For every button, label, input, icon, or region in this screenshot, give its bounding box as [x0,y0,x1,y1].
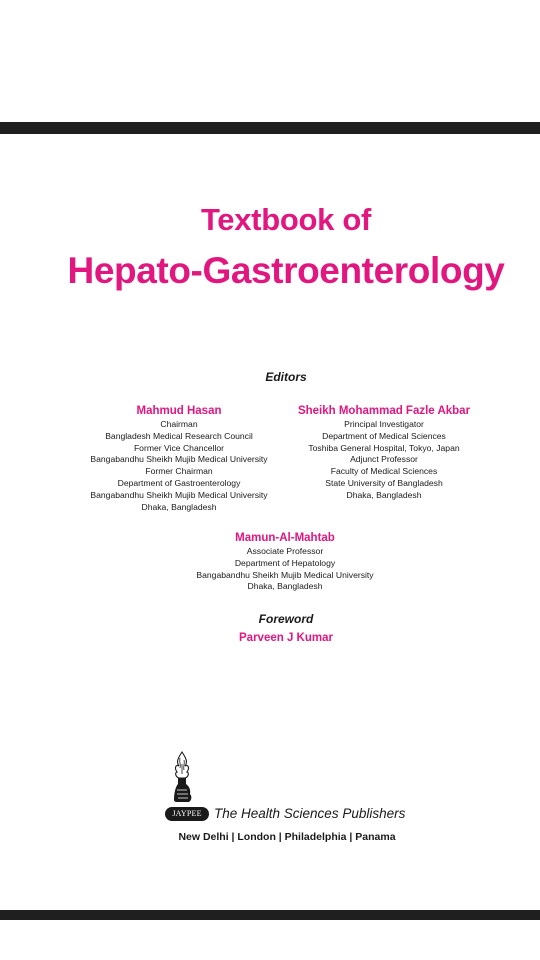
editor-affiliation: Department of Medical Sciences [322,430,446,441]
book-title-line-2: Hepato-Gastroenterology [67,250,505,291]
foreword-heading: Foreword [258,612,314,626]
publisher-badge: JAYPEE [165,807,209,821]
torch-hand-icon [174,751,192,802]
editor-affiliation: Chairman [160,419,198,429]
publisher-tagline: The Health Sciences Publishers [214,806,406,821]
editor-affiliation: Bangabandhu Sheikh Mujib Medical Univers… [196,569,374,580]
editor-affiliation: Bangabandhu Sheikh Mujib Medical Univers… [90,454,268,465]
title-page: Textbook of Hepato-Gastroenterology Edit… [0,134,540,910]
foreword-author: Parveen J Kumar [239,632,333,644]
editor-affiliation: Dhaka, Bangladesh [247,581,323,592]
editor-affiliation: State University of Bangladesh [325,477,443,488]
editors-heading: Editors [265,370,307,384]
editor-affiliation: Associate Professor [246,546,324,556]
publisher-cities: New Delhi | London | Philadelphia | Pana… [178,831,396,843]
editor-affiliation: Toshiba General Hospital, Tokyo, Japan [308,442,460,453]
editor-affiliation: Faculty of Medical Sciences [330,466,438,477]
editor-name: Mahmud Hasan [136,405,222,417]
editor-affiliation: Bangabandhu Sheikh Mujib Medical Univers… [90,489,268,500]
editor-affiliation: Adjunct Professor [350,454,418,465]
editor-affiliation: Department of Hepatology [234,557,336,568]
editor-affiliation: Department of Gastroenterology [117,477,241,488]
bottom-frame-bar [0,910,540,920]
editor-affiliation: Dhaka, Bangladesh [346,489,422,500]
editor-affiliation: Bangladesh Medical Research Council [105,430,253,441]
editor-affiliation: Principal Investigator [344,419,424,429]
editor-name: Sheikh Mohammad Fazle Akbar [297,405,471,417]
editor-affiliation: Former Vice Chancellor [133,442,225,453]
editor-affiliation: Dhaka, Bangladesh [141,501,217,512]
editor-affiliation: Former Chairman [145,466,213,477]
top-frame-bar [0,122,540,134]
book-title-line-1: Textbook of [200,202,372,237]
editor-block-1: Mahmud Hasan Chairman Bangladesh Medical… [60,404,298,513]
editor-block-2: Sheikh Mohammad Fazle Akbar Principal In… [290,404,478,502]
editor-block-3: Mamun-Al-Mahtab Associate Professor Depa… [150,531,420,593]
editor-name: Mamun-Al-Mahtab [235,532,335,544]
